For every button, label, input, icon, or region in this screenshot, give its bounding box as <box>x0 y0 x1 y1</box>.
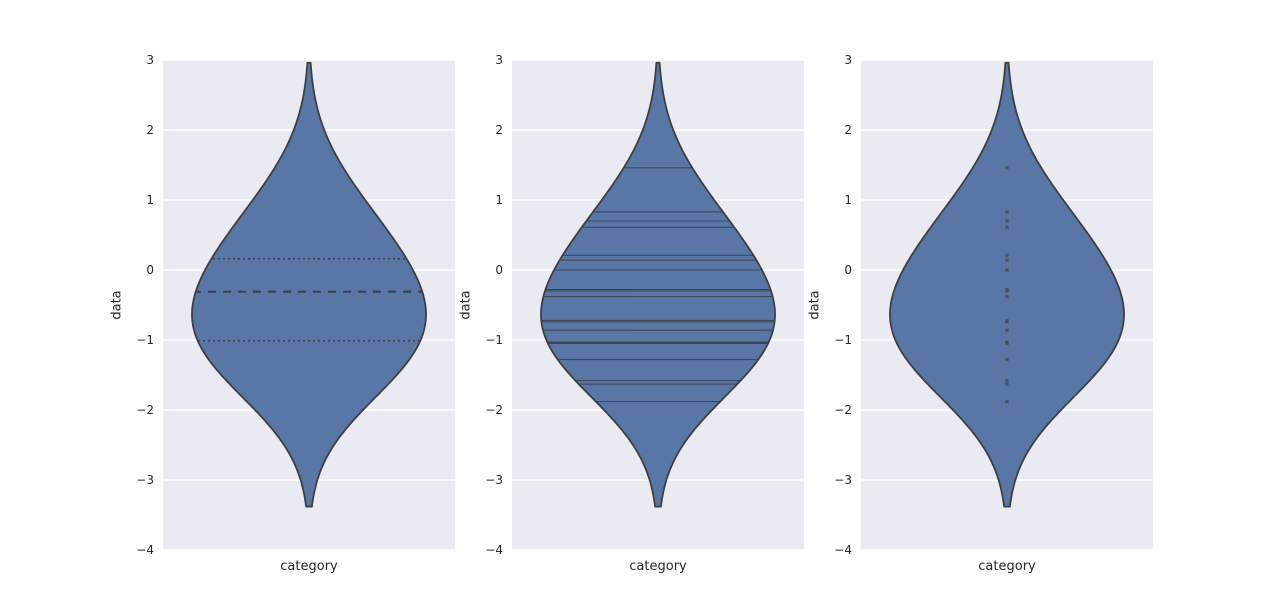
data-points <box>1005 166 1009 404</box>
x-axis-label: category <box>280 559 338 574</box>
y-tick-label: −1 <box>136 333 154 347</box>
y-tick-label: −4 <box>485 543 503 557</box>
y-tick-label: 3 <box>495 53 503 67</box>
data-point <box>1005 225 1009 229</box>
y-tick-label: 0 <box>844 263 852 277</box>
data-point <box>1005 258 1009 262</box>
y-tick-label: 2 <box>146 123 154 137</box>
y-tick-label: −2 <box>136 403 154 417</box>
violin-shape <box>540 61 776 508</box>
violin-chart-svg <box>512 59 804 551</box>
quartile-lines <box>192 258 426 342</box>
x-axis-label: category <box>629 559 687 574</box>
y-tick-label: 1 <box>844 193 852 207</box>
x-axis-label: category <box>978 559 1036 574</box>
y-tick-label: 1 <box>495 193 503 207</box>
violin-panel-quartile: data category 3 2 1 0 −1 −2 −3 −4 <box>110 53 455 574</box>
data-point <box>1005 382 1009 386</box>
y-tick-label: −1 <box>834 333 852 347</box>
violin-panel-stick: data category 3 2 1 0 −1 −2 −3 −4 <box>459 53 804 574</box>
y-tick-label: −2 <box>834 403 852 417</box>
data-point <box>1005 341 1009 346</box>
y-tick-label: 2 <box>844 123 852 137</box>
y-tick-label: −2 <box>485 403 503 417</box>
y-tick-label: −4 <box>834 543 852 557</box>
y-tick-label: −3 <box>485 473 503 487</box>
y-tick-label: −3 <box>136 473 154 487</box>
violin-panel-point: data category 3 2 1 0 −1 −2 −3 −4 <box>808 53 1153 574</box>
violin-chart-svg <box>163 59 455 551</box>
y-tick-label: 0 <box>495 263 503 277</box>
data-point <box>1005 320 1009 324</box>
data-point <box>1005 379 1009 383</box>
violin-shape <box>191 61 427 508</box>
y-tick-label: 3 <box>844 53 852 67</box>
violin-shape <box>889 61 1125 508</box>
data-point <box>1005 400 1009 404</box>
y-tick-label: 1 <box>146 193 154 207</box>
y-tick-label: 3 <box>146 53 154 67</box>
data-point <box>1005 358 1009 362</box>
data-point <box>1005 219 1009 223</box>
y-tick-label: −4 <box>136 543 154 557</box>
data-point <box>1005 268 1009 272</box>
data-point <box>1005 328 1009 332</box>
data-point <box>1005 166 1009 170</box>
y-axis-label: data <box>109 290 125 320</box>
y-tick-label: −3 <box>834 473 852 487</box>
data-point <box>1005 210 1009 214</box>
y-axis-label: data <box>807 290 823 320</box>
y-axis-label: data <box>458 290 474 320</box>
violin-chart-svg <box>861 59 1153 551</box>
y-tick-label: 0 <box>146 263 154 277</box>
y-tick-label: 2 <box>495 123 503 137</box>
data-point <box>1005 289 1009 293</box>
y-tick-label: −1 <box>485 333 503 347</box>
data-point <box>1005 295 1009 299</box>
data-point <box>1005 253 1009 257</box>
